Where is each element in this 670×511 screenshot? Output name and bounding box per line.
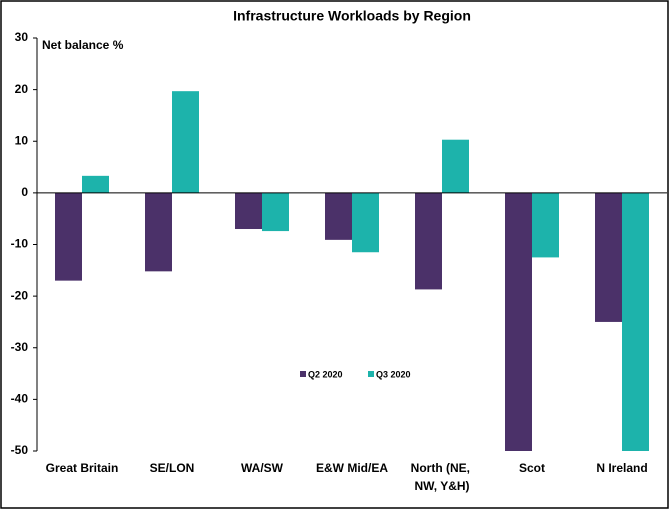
x-tick-label: Scot <box>519 461 545 475</box>
y-tick-label: 0 <box>21 185 28 199</box>
bar <box>145 192 172 272</box>
bar <box>325 192 352 240</box>
y-tick-label: 10 <box>15 133 29 147</box>
y-tick-label: -20 <box>11 288 29 302</box>
y-axis-label: Net balance % <box>42 38 124 52</box>
bar <box>352 192 379 253</box>
y-tick-label: 20 <box>15 82 29 96</box>
bar <box>82 175 109 193</box>
chart-title: Infrastructure Workloads by Region <box>233 8 471 24</box>
y-tick-label: -50 <box>11 443 29 457</box>
y-tick-label: 30 <box>15 30 29 44</box>
x-tick-label: SE/LON <box>150 461 195 475</box>
legend-label: Q3 2020 <box>376 369 411 379</box>
legend-swatch <box>368 371 374 377</box>
x-tick-label: WA/SW <box>241 461 284 475</box>
y-tick-label: -40 <box>11 392 29 406</box>
bar <box>532 192 559 258</box>
bar <box>415 192 442 290</box>
x-tick-label: E&W Mid/EA <box>316 461 388 475</box>
x-tick-label: North (NE, NW, Y&H) <box>411 461 474 493</box>
bar <box>505 192 532 451</box>
bar <box>172 91 199 193</box>
legend-label: Q2 2020 <box>308 369 343 379</box>
y-tick-label: -10 <box>11 237 29 251</box>
bar <box>595 192 622 322</box>
x-tick-label: N Ireland <box>596 461 647 475</box>
y-tick-label: -30 <box>11 340 29 354</box>
bar <box>235 192 262 230</box>
bar <box>262 192 289 232</box>
legend-swatch <box>300 371 306 377</box>
bar <box>442 139 469 193</box>
x-tick-label: Great Britain <box>46 461 119 475</box>
bar <box>55 192 82 281</box>
bar <box>622 192 649 451</box>
